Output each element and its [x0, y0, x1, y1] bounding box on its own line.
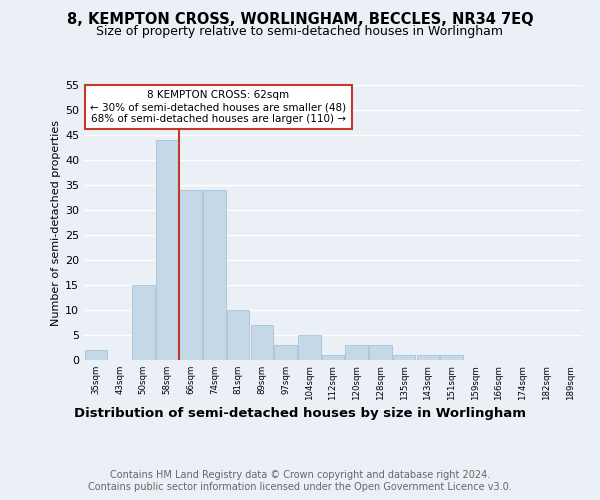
Text: 8, KEMPTON CROSS, WORLINGHAM, BECCLES, NR34 7EQ: 8, KEMPTON CROSS, WORLINGHAM, BECCLES, N… — [67, 12, 533, 28]
Bar — [369, 345, 392, 360]
Bar — [322, 355, 344, 360]
Bar — [203, 190, 226, 360]
Bar — [440, 355, 463, 360]
Bar — [132, 285, 155, 360]
Text: Contains HM Land Registry data © Crown copyright and database right 2024.
Contai: Contains HM Land Registry data © Crown c… — [88, 470, 512, 492]
Bar — [393, 355, 415, 360]
Bar — [251, 325, 273, 360]
Text: 8 KEMPTON CROSS: 62sqm
← 30% of semi-detached houses are smaller (48)
68% of sem: 8 KEMPTON CROSS: 62sqm ← 30% of semi-det… — [91, 90, 347, 124]
Bar — [416, 355, 439, 360]
Bar — [179, 190, 202, 360]
Text: Distribution of semi-detached houses by size in Worlingham: Distribution of semi-detached houses by … — [74, 408, 526, 420]
Bar — [274, 345, 297, 360]
Bar — [156, 140, 178, 360]
Y-axis label: Number of semi-detached properties: Number of semi-detached properties — [51, 120, 61, 326]
Text: Size of property relative to semi-detached houses in Worlingham: Size of property relative to semi-detach… — [97, 25, 503, 38]
Bar — [298, 335, 320, 360]
Bar — [85, 350, 107, 360]
Bar — [227, 310, 250, 360]
Bar — [346, 345, 368, 360]
